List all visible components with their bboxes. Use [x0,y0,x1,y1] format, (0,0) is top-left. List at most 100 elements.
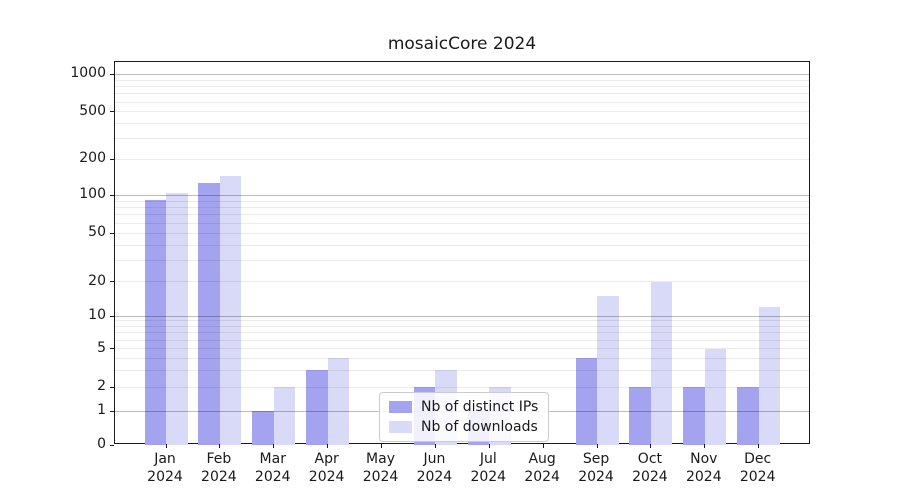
x-tick-mark-jul [488,444,490,448]
x-tick-mark-apr [327,444,329,448]
x-tick-label-mar: Mar 2024 [254,451,291,485]
bar-downloads-dec [758,307,781,445]
x-tick-label-nov: Nov 2024 [685,451,722,485]
x-tick-label-dec: Dec 2024 [739,451,776,485]
x-tick-mark-jun [434,444,436,448]
y-tick-label-10: 10 [88,307,106,323]
minor-gridline-800 [115,85,809,87]
y-tick-mark-2 [110,386,114,388]
bar-downloads-sep [597,296,619,445]
x-tick-label-sep: Sep 2024 [578,451,614,485]
y-tick-label-5: 5 [97,339,106,356]
bar-distinct-ips-jan [144,199,166,445]
minor-gridline-300 [115,137,809,139]
minor-gridline-70 [115,214,809,216]
y-tick-label-200: 200 [79,150,106,167]
legend-swatch-icon [389,401,412,413]
y-tick-mark-20 [110,281,114,283]
legend-swatch-icon [389,421,412,433]
y-tick-label-1: 1 [97,402,106,419]
x-tick-mark-may [381,444,383,448]
minor-gridline-7 [115,332,809,334]
y-axis-labels: 0 1 2 5 10 20 50 100 200 500 1000 [0,61,106,452]
minor-gridline-40 [115,244,809,246]
x-tick-label-jan: Jan 2024 [147,451,183,485]
grid-layer [115,62,809,443]
y-tick-mark-10 [110,315,114,317]
minor-gridline-500 [115,111,809,113]
tick-marks-layer [110,62,809,448]
bar-distinct-ips-oct [629,387,651,445]
y-tick-mark-1000 [110,73,114,75]
bar-downloads-mar [273,387,296,445]
minor-gridline-2 [115,386,809,388]
bar-distinct-ips-sep [575,358,598,445]
bar-distinct-ips-nov [683,387,705,445]
bar-distinct-ips-mar [252,411,274,445]
minor-gridline-3 [115,369,809,371]
plot-area: Nb of distinct IPs Nb of downloads [110,61,810,448]
bar-distinct-ips-apr [306,370,328,445]
y-tick-label-0: 0 [97,436,106,452]
y-tick-label-50: 50 [88,224,106,241]
major-gridline-10 [115,315,809,317]
y-tick-label-100: 100 [79,186,106,203]
x-tick-label-feb: Feb 2024 [201,451,237,485]
x-tick-mark-oct [650,444,652,448]
minor-gridline-5 [115,348,809,350]
y-tick-mark-1 [110,410,114,412]
x-tick-label-jun: Jun 2024 [416,451,453,485]
x-tick-mark-mar [273,444,275,448]
x-tick-label-apr: Apr 2024 [308,451,345,485]
x-tick-mark-aug [542,444,544,448]
x-tick-mark-sep [596,444,598,448]
y-tick-mark-100 [110,194,114,196]
legend-label: Nb of distinct IPs [421,399,539,415]
minor-gridline-20 [115,281,809,283]
minor-gridline-9 [115,320,809,322]
bar-downloads-feb [219,176,242,445]
bar-distinct-ips-dec [737,387,759,445]
minor-gridline-30 [115,259,809,261]
y-tick-mark-5 [110,348,114,350]
minor-gridline-8 [115,326,809,328]
legend-item-downloads: Nb of downloads [389,419,538,435]
minor-gridline-4 [115,357,809,359]
minor-gridline-60 [115,222,809,224]
minor-gridline-90 [115,200,809,202]
legend: Nb of distinct IPs Nb of downloads [379,392,550,442]
major-gridline-100 [115,194,809,196]
legend-item-distinct-ips: Nb of distinct IPs [389,399,538,415]
bar-downloads-jan [166,192,188,445]
minor-gridline-200 [115,158,809,160]
bar-downloads-oct [650,281,673,445]
y-tick-label-500: 500 [79,102,106,119]
minor-gridline-700 [115,93,809,95]
minor-gridline-50 [115,232,809,234]
x-axis-labels: Jan 2024 Feb 2024 Mar 2024 Apr 2024 May 2024… [114,450,810,490]
minor-gridline-6 [115,339,809,341]
bar-downloads-apr [327,358,350,445]
y-tick-mark-50 [110,232,114,234]
x-tick-label-oct: Oct 2024 [632,451,668,485]
x-tick-label-aug: Aug 2024 [524,451,560,485]
y-tick-label-1000: 1000 [70,65,106,82]
x-tick-label-jul: Jul 2024 [470,451,507,485]
y-tick-mark-500 [110,111,114,113]
y-tick-label-20: 20 [88,272,106,289]
bar-distinct-ips-feb [198,183,220,445]
chart-title: mosaicCore 2024 [387,34,537,54]
minor-gridline-900 [115,79,809,81]
major-gridline-1000 [115,73,809,75]
legend-label: Nb of downloads [421,419,538,435]
y-tick-mark-0 [110,444,114,446]
x-tick-mark-dec [758,444,760,448]
x-tick-mark-feb [219,444,221,448]
y-tick-mark-200 [110,158,114,160]
x-tick-label-may: May 2024 [362,451,399,485]
minor-gridline-400 [115,123,809,124]
bar-downloads-nov [704,348,727,445]
minor-gridline-80 [115,207,809,209]
y-tick-label-2: 2 [97,378,106,394]
